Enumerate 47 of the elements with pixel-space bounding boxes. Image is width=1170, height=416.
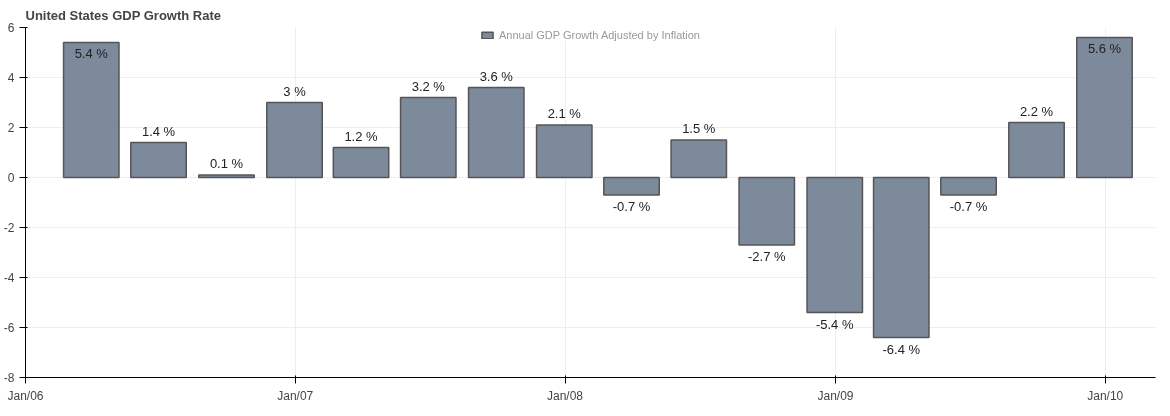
data-label: -6.4 % <box>882 341 921 357</box>
bar <box>399 96 457 179</box>
data-label: 3.6 % <box>479 68 514 84</box>
data-label: -2.7 % <box>747 249 786 264</box>
data-label: 2.1 % <box>547 106 582 121</box>
bar <box>266 101 323 179</box>
data-label: 0.1 % <box>209 156 244 171</box>
y-tick-label: 0 <box>7 171 15 185</box>
bar <box>806 176 864 314</box>
x-tick-label: Jan/06 <box>7 388 44 403</box>
data-label: -5.4 % <box>815 316 854 332</box>
y-tick-label: 4 <box>7 71 15 85</box>
bar <box>738 176 796 246</box>
data-label: 1.4 % <box>141 123 176 139</box>
bar <box>940 176 997 196</box>
bar <box>1008 121 1065 179</box>
bar <box>603 176 660 196</box>
data-label: 3 % <box>283 83 307 99</box>
legend-label: Annual GDP Growth Adjusted by Inflation <box>499 29 700 41</box>
bar <box>130 141 187 179</box>
bar <box>62 41 120 179</box>
x-tick-label: Jan/07 <box>277 388 314 403</box>
bar <box>1076 36 1133 179</box>
data-label: -0.7 % <box>612 199 651 214</box>
bar <box>872 176 930 339</box>
data-label: -0.7 % <box>949 199 988 214</box>
data-label: 1.2 % <box>344 128 379 144</box>
x-tick-label: Jan/10 <box>1087 388 1124 403</box>
y-tick-label: -2 <box>3 221 15 235</box>
bar <box>332 146 390 179</box>
bar <box>670 139 728 179</box>
y-tick-label: 2 <box>7 121 15 135</box>
bar <box>535 124 593 179</box>
x-tick-label: Jan/08 <box>546 388 584 403</box>
data-label: 2.2 % <box>1019 103 1054 119</box>
chart-title: United States GDP Growth Rate <box>25 7 222 23</box>
data-label: 5.4 % <box>74 45 109 61</box>
bar <box>467 86 525 179</box>
y-tick-label: 6 <box>7 21 15 35</box>
y-tick-label: -8 <box>3 371 15 385</box>
data-label: 1.5 % <box>682 121 716 136</box>
data-label: 5.6 % <box>1087 40 1122 56</box>
x-tick-label: Jan/09 <box>817 388 854 403</box>
data-label: 3.2 % <box>411 78 446 94</box>
y-tick-label: -4 <box>3 271 15 285</box>
y-tick-label: -6 <box>3 321 15 335</box>
bar <box>198 174 255 179</box>
